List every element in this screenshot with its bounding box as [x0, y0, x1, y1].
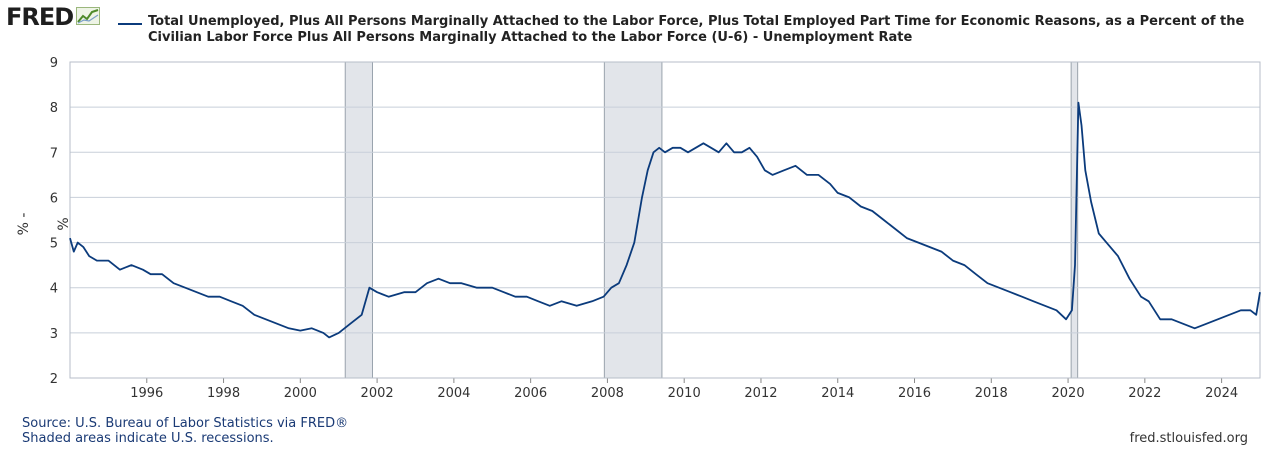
- recession-band-2: [1071, 62, 1078, 378]
- line-chart-icon: [76, 7, 101, 29]
- site-url[interactable]: fred.stlouisfed.org: [1129, 431, 1248, 446]
- fred-logo[interactable]: FRED: [6, 3, 101, 31]
- x-tick-label-2004: 2004: [437, 386, 470, 401]
- recession-band-1: [604, 62, 662, 378]
- x-tick-label-2020: 2020: [1052, 386, 1085, 401]
- x-tick-label-2008: 2008: [591, 386, 624, 401]
- x-tick-label-1996: 1996: [130, 386, 163, 401]
- x-tick-label-2012: 2012: [744, 386, 777, 401]
- source-note: Source: U.S. Bureau of Labor Statistics …: [22, 416, 348, 446]
- chart-legend: Total Unemployed, Plus All Persons Margi…: [118, 14, 1278, 46]
- y-tick-label-9: 9: [50, 56, 58, 71]
- y-tick-label-4: 4: [50, 282, 58, 297]
- x-tick-label-2018: 2018: [975, 386, 1008, 401]
- source-line: Source: U.S. Bureau of Labor Statistics …: [22, 416, 349, 431]
- series-line-0: [69, 101, 1261, 339]
- x-tick-label-2014: 2014: [821, 386, 854, 401]
- y-tick-label-2: 2: [50, 372, 58, 387]
- x-tick-label-2016: 2016: [898, 386, 931, 401]
- legend-series-name: Total Unemployed, Plus All Persons Margi…: [148, 14, 1245, 45]
- recession-note: Shaded areas indicate U.S. recessions.: [22, 431, 274, 446]
- fred-logo-text: FRED: [6, 3, 74, 31]
- y-tick-label-8: 8: [50, 101, 58, 116]
- recession-band-0: [345, 62, 373, 378]
- y-tick-label-6: 6: [50, 191, 58, 206]
- x-tick-label-2002: 2002: [361, 386, 394, 401]
- x-tick-label-2006: 2006: [514, 386, 547, 401]
- y-tick-label-3: 3: [50, 327, 58, 342]
- x-tick-label-1998: 1998: [207, 386, 240, 401]
- y-tick-label-7: 7: [50, 146, 58, 161]
- x-tick-label-2000: 2000: [284, 386, 317, 401]
- x-tick-label-2022: 2022: [1128, 386, 1161, 401]
- legend-swatch: [118, 23, 142, 25]
- x-tick-label-2024: 2024: [1205, 386, 1238, 401]
- y-tick-label-5: 5: [50, 237, 58, 252]
- plot-frame: [69, 61, 1261, 379]
- x-tick-label-2010: 2010: [668, 386, 701, 401]
